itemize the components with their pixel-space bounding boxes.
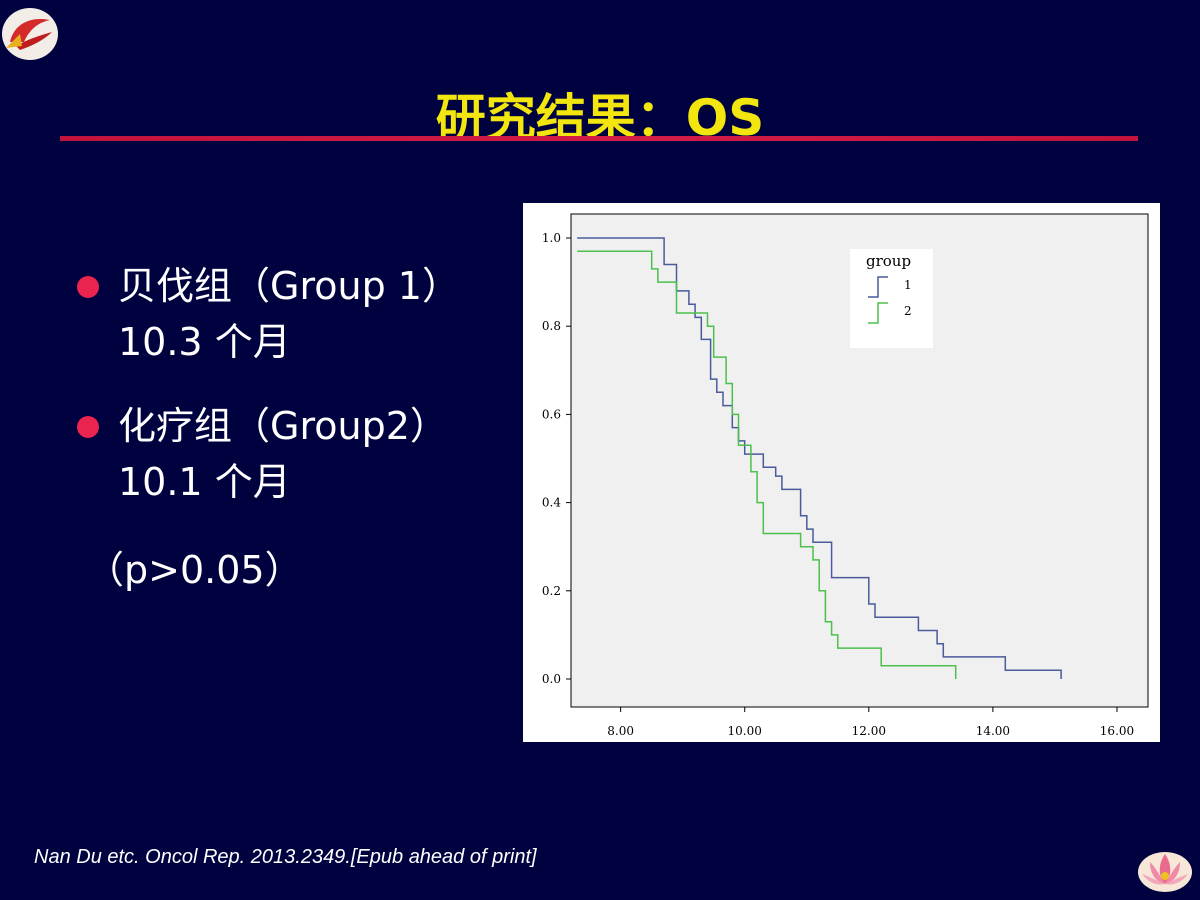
legend-box (850, 249, 933, 348)
legend-label-1: 1 (904, 278, 912, 292)
y-tick-label: 0.4 (542, 496, 561, 510)
bullet-dot (77, 416, 99, 438)
x-tick-label: 8.00 (607, 724, 634, 738)
survival-chart: 0.0 0.2 0.4 0.6 0.8 1.0 8.00 10.00 12.00 14.00 16… (523, 203, 1160, 742)
y-tick-label: 0.2 (542, 584, 561, 598)
x-tick-label: 12.00 (852, 724, 886, 738)
x-tick-label: 14.00 (976, 724, 1010, 738)
legend-symbol-1 (868, 276, 888, 298)
bullet-group1-title: 贝伐组（Group 1） (118, 264, 460, 308)
survival-curve-group-2 (577, 250, 957, 679)
title-divider (60, 136, 1138, 141)
bullet-group2-median: 10.1 个月 (118, 460, 291, 504)
lotus-logo (1136, 846, 1194, 894)
y-tick-label: 1.0 (542, 231, 561, 245)
bullet-group1-median: 10.3 个月 (118, 320, 291, 364)
survival-curve-group-1 (577, 237, 1062, 679)
y-tick-label: 0.8 (542, 319, 561, 333)
x-tick-label: 10.00 (728, 724, 762, 738)
chart-svg: 0.0 0.2 0.4 0.6 0.8 1.0 8.00 10.00 12.00 14.00 16… (542, 213, 1149, 738)
p-value: （p>0.05） (86, 548, 303, 592)
logo (0, 6, 60, 62)
bullet-group2-title: 化疗组（Group2） (118, 404, 448, 448)
x-tick-label: 16.00 (1100, 724, 1134, 738)
y-tick-label: 0.6 (542, 407, 561, 421)
legend-symbol-2 (868, 302, 888, 324)
bullet-dot (77, 276, 99, 298)
legend-label-2: 2 (904, 304, 912, 318)
legend: group 1 2 (850, 249, 933, 348)
y-tick-label: 0.0 (542, 672, 561, 686)
citation: Nan Du etc. Oncol Rep. 2013.2349.[Epub a… (34, 846, 537, 868)
legend-title: group (866, 252, 911, 270)
